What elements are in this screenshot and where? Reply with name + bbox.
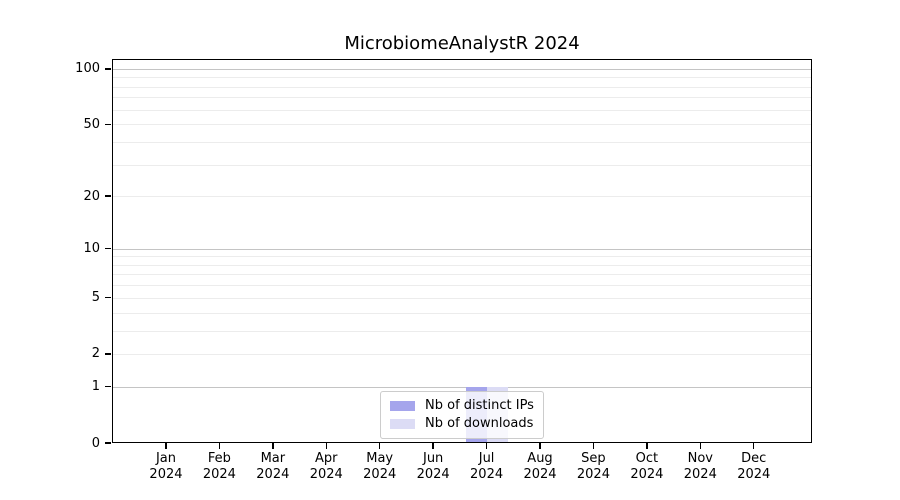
minor-gridline-90 — [112, 77, 812, 79]
x-tick-month-jun: Jun — [422, 451, 444, 466]
legend-item-downloads: Nb of downloads — [390, 416, 534, 432]
legend-swatch-distinct-ips-icon — [390, 401, 415, 411]
minor-gridline-4 — [112, 312, 812, 314]
x-tick-month-nov: Nov — [687, 451, 713, 466]
y-tick-1 — [105, 386, 111, 388]
minor-gridline-60 — [112, 109, 812, 111]
minor-gridline-3 — [112, 330, 812, 332]
legend-label-distinct-ips: Nb of distinct IPs — [425, 398, 534, 413]
x-tick-month-dec: Dec — [741, 451, 767, 466]
x-tick-label-apr: Apr 2024 — [294, 451, 358, 483]
x-tick-jan — [165, 443, 167, 449]
x-tick-year-jun: 2024 — [416, 467, 450, 482]
y-tick-label-5: 5 — [91, 290, 100, 306]
minor-gridline-70 — [112, 97, 812, 99]
x-tick-dec — [753, 443, 755, 449]
x-tick-label-feb: Feb 2024 — [187, 451, 251, 483]
y-tick-10 — [105, 247, 111, 250]
x-tick-label-oct: Oct 2024 — [615, 451, 679, 483]
y-tick-label-50: 50 — [83, 116, 100, 132]
x-tick-label-jan: Jan 2024 — [134, 451, 198, 483]
y-tick-label-1: 1 — [91, 379, 100, 395]
x-tick-month-oct: Oct — [635, 451, 659, 466]
legend: Nb of distinct IPs Nb of downloads — [380, 391, 544, 439]
y-tick-100 — [105, 68, 111, 70]
x-tick-year-jul: 2024 — [470, 467, 504, 482]
x-tick-year-dec: 2024 — [737, 467, 771, 482]
minor-gridline-2 — [112, 353, 812, 355]
x-tick-may — [379, 443, 381, 449]
x-tick-month-jul: Jul — [478, 451, 495, 466]
x-tick-label-jul: Jul 2024 — [455, 451, 519, 483]
major-gridline-100 — [112, 68, 812, 70]
x-tick-month-apr: Apr — [315, 451, 338, 466]
minor-gridline-6 — [112, 285, 812, 287]
y-tick-label-100: 100 — [75, 61, 100, 77]
y-tick-label-0: 0 — [91, 435, 100, 451]
x-tick-sep — [592, 443, 595, 449]
x-tick-mar — [272, 443, 274, 449]
plot-area — [112, 59, 812, 443]
minor-gridline-9 — [112, 256, 812, 258]
x-tick-label-may: May 2024 — [348, 451, 412, 483]
x-tick-month-aug: Aug — [527, 451, 553, 466]
y-tick-50 — [105, 123, 111, 125]
x-tick-label-jun: Jun 2024 — [401, 451, 465, 483]
legend-swatch-downloads-icon — [390, 419, 415, 429]
minor-gridline-80 — [112, 86, 812, 88]
minor-gridline-40 — [112, 141, 812, 143]
major-gridline-1 — [112, 386, 812, 388]
x-tick-year-apr: 2024 — [309, 467, 343, 482]
x-tick-month-feb: Feb — [207, 451, 231, 466]
minor-gridline-20 — [112, 196, 812, 198]
x-tick-year-nov: 2024 — [683, 467, 717, 482]
y-tick-20 — [105, 195, 111, 197]
y-tick-0 — [105, 442, 111, 444]
x-tick-label-sep: Sep 2024 — [561, 451, 625, 483]
x-tick-feb — [218, 443, 221, 449]
x-tick-year-mar: 2024 — [256, 467, 290, 482]
x-tick-oct — [646, 443, 648, 449]
legend-item-distinct-ips: Nb of distinct IPs — [390, 398, 534, 414]
x-tick-label-aug: Aug 2024 — [508, 451, 572, 483]
chart-title: MicrobiomeAnalystR 2024 — [344, 33, 580, 54]
x-tick-year-aug: 2024 — [523, 467, 557, 482]
x-tick-jul — [485, 443, 488, 449]
x-tick-nov — [699, 443, 701, 449]
y-tick-label-2: 2 — [91, 346, 100, 362]
x-tick-year-oct: 2024 — [630, 467, 664, 482]
x-tick-label-nov: Nov 2024 — [668, 451, 732, 483]
x-tick-month-mar: Mar — [260, 451, 286, 466]
y-tick-label-20: 20 — [83, 188, 100, 204]
minor-gridline-50 — [112, 124, 812, 126]
minor-gridline-5 — [112, 297, 812, 299]
x-tick-label-dec: Dec 2024 — [722, 451, 786, 483]
x-tick-month-jan: Jan — [155, 451, 176, 466]
major-gridline-10 — [112, 248, 812, 250]
x-tick-month-may: May — [366, 451, 394, 466]
x-tick-year-feb: 2024 — [202, 467, 236, 482]
minor-gridline-7 — [112, 274, 812, 276]
x-tick-aug — [539, 443, 541, 449]
y-tick-2 — [105, 353, 111, 355]
x-tick-year-sep: 2024 — [576, 467, 610, 482]
x-tick-month-sep: Sep — [581, 451, 606, 466]
y-tick-label-10: 10 — [83, 241, 100, 257]
y-tick-5 — [105, 297, 111, 299]
x-tick-jun — [432, 443, 434, 449]
legend-label-downloads: Nb of downloads — [425, 416, 534, 431]
x-tick-apr — [325, 443, 327, 449]
x-tick-label-mar: Mar 2024 — [241, 451, 305, 483]
minor-gridline-8 — [112, 264, 812, 266]
minor-gridline-30 — [112, 164, 812, 166]
x-tick-year-may: 2024 — [363, 467, 397, 482]
x-tick-year-jan: 2024 — [149, 467, 183, 482]
